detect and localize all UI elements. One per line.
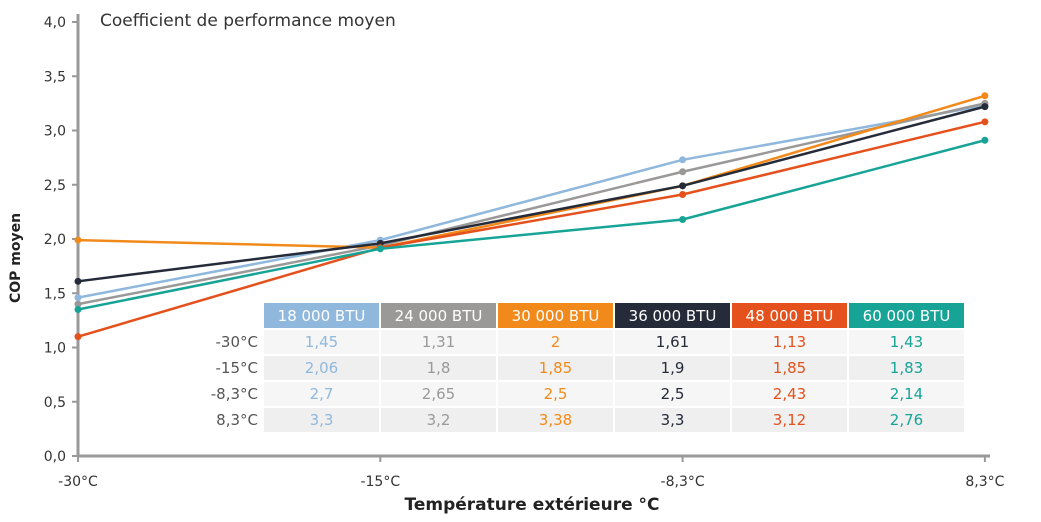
table-cell: 2,5 xyxy=(498,382,613,406)
table-cell: 1,85 xyxy=(732,356,847,380)
table-cell: 1,31 xyxy=(381,330,496,354)
x-tick-label: 8,3°C xyxy=(965,474,1004,490)
series-line xyxy=(77,120,986,338)
chart-title: Coefficient de performance moyen xyxy=(100,11,396,31)
table-cell: 3,38 xyxy=(498,408,613,432)
x-tick-label: -8,3°C xyxy=(661,474,705,490)
y-tick-label: 2,0 xyxy=(44,232,66,248)
y-tick-label: 0,5 xyxy=(44,395,66,411)
table-cell: 1,61 xyxy=(615,330,730,354)
series-line xyxy=(77,105,986,283)
data-point xyxy=(679,168,687,176)
x-tick-label: -30°C xyxy=(58,474,98,490)
data-point xyxy=(981,103,989,111)
y-tick-label: 2,5 xyxy=(44,178,66,194)
row-label: 8,3°C xyxy=(216,411,258,429)
data-table: 18 000 BTU 24 000 BTU 30 000 BTU 36 000 BTU… xyxy=(190,301,966,434)
column-header: 24 000 BTU xyxy=(381,303,496,328)
x-tick-label: -15°C xyxy=(360,474,400,490)
row-label: -8,3°C xyxy=(210,385,258,403)
data-point xyxy=(981,136,989,144)
table-cell: 1,43 xyxy=(849,330,964,354)
series-line xyxy=(77,104,986,299)
data-point xyxy=(981,118,989,126)
table-cell: 2,06 xyxy=(264,356,379,380)
data-point xyxy=(74,306,82,314)
data-point xyxy=(74,300,82,308)
y-tick-label: 3,5 xyxy=(44,69,66,85)
y-axis-label: COP moyen xyxy=(8,213,24,303)
table-cell: 1,45 xyxy=(264,330,379,354)
data-point xyxy=(376,245,384,253)
data-point xyxy=(74,333,82,341)
table-header: 18 000 BTU 24 000 BTU 30 000 BTU 36 000 BTU… xyxy=(192,303,964,328)
table-cell: 2,65 xyxy=(381,382,496,406)
data-point xyxy=(679,215,687,223)
corner xyxy=(192,303,262,328)
y-tick-label: 1,5 xyxy=(44,286,66,302)
table-cell: 2,76 xyxy=(849,408,964,432)
y-tick-label: 1,0 xyxy=(44,341,66,357)
table-row: -30°C 1,45 1,31 2 1,61 1,13 1,43 xyxy=(192,330,964,354)
data-point xyxy=(74,294,82,302)
data-point xyxy=(981,92,989,100)
x-axis-label: Température extérieure °C xyxy=(405,495,660,515)
table-cell: 2,14 xyxy=(849,382,964,406)
data-point xyxy=(74,277,82,285)
column-header: 36 000 BTU xyxy=(615,303,730,328)
table-cell: 3,3 xyxy=(264,408,379,432)
data-point xyxy=(679,156,687,164)
table-cell: 1,83 xyxy=(849,356,964,380)
table-row: -8,3°C 2,7 2,65 2,5 2,5 2,43 2,14 xyxy=(192,382,964,406)
table-cell: 2,7 xyxy=(264,382,379,406)
table-cell: 3,3 xyxy=(615,408,730,432)
table-cell: 1,85 xyxy=(498,356,613,380)
row-label: -30°C xyxy=(215,333,258,351)
table-cell: 2,43 xyxy=(732,382,847,406)
table-cell: 2 xyxy=(498,330,613,354)
y-tick-label: 0,0 xyxy=(44,449,66,465)
column-header: 60 000 BTU xyxy=(849,303,964,328)
series-line xyxy=(77,94,986,249)
y-tick-label: 3,0 xyxy=(44,124,66,140)
data-point xyxy=(679,191,687,199)
data-point xyxy=(679,182,687,190)
column-header: 48 000 BTU xyxy=(732,303,847,328)
series-line xyxy=(77,139,986,311)
column-header: 30 000 BTU xyxy=(498,303,613,328)
y-tick-label: 4,0 xyxy=(44,15,66,31)
table-row: -15°C 2,06 1,8 1,85 1,9 1,85 1,83 xyxy=(192,356,964,380)
row-label: -15°C xyxy=(215,359,258,377)
table-cell: 3,12 xyxy=(732,408,847,432)
table-cell: 1,8 xyxy=(381,356,496,380)
column-header: 18 000 BTU xyxy=(264,303,379,328)
table-cell: 1,13 xyxy=(732,330,847,354)
table-cell: 1,9 xyxy=(615,356,730,380)
table-cell: 2,5 xyxy=(615,382,730,406)
series-line xyxy=(77,102,986,306)
data-point xyxy=(74,236,82,244)
table-row: 8,3°C 3,3 3,2 3,38 3,3 3,12 2,76 xyxy=(192,408,964,432)
table-cell: 3,2 xyxy=(381,408,496,432)
